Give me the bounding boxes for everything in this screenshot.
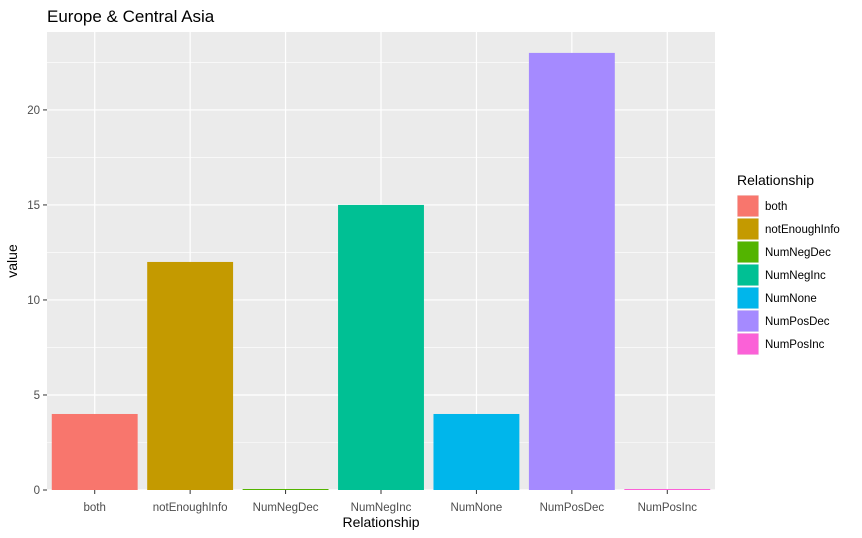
legend-swatch-NumNegDec [737, 241, 759, 263]
bar-NumPosInc [624, 489, 711, 490]
y-axis-ticks: 0 5 10 15 20 [27, 105, 47, 497]
bar-NumNegInc [338, 204, 424, 491]
y-axis-title: value [4, 244, 20, 278]
x-tick-label: notEnoughInfo [153, 502, 228, 514]
bar-NumNegDec [242, 489, 329, 490]
chart-title: Europe & Central Asia [47, 7, 215, 26]
x-tick-label: NumPosInc [638, 502, 698, 514]
y-tick-label: 15 [27, 200, 40, 212]
bar-notEnoughInfo [147, 261, 234, 490]
x-tick-label: NumPosDec [540, 502, 605, 514]
legend-swatch-both [737, 195, 759, 217]
legend-label: NumNegDec [765, 247, 831, 259]
x-axis-ticks: both notEnoughInfo NumNegDec NumNegInc NumNo… [84, 490, 698, 514]
legend-swatch-notEnoughInfo [737, 218, 759, 240]
bar-NumPosDec [528, 52, 615, 490]
legend-label: notEnoughInfo [765, 224, 840, 236]
legend-label: NumNone [765, 293, 817, 305]
legend-swatch-NumPosInc [737, 333, 759, 355]
legend-title: Relationship [737, 172, 814, 188]
legend-swatch-NumNegInc [737, 264, 759, 286]
x-tick-label: both [84, 502, 106, 514]
y-tick-label: 0 [34, 485, 40, 497]
y-tick-label: 20 [27, 105, 40, 117]
legend-label: NumPosDec [765, 316, 830, 328]
x-tick-label: NumNegInc [351, 502, 412, 514]
x-tick-label: NumNegDec [253, 502, 319, 514]
bar-both [51, 413, 138, 490]
bars [51, 52, 711, 491]
x-axis-title: Relationship [342, 514, 419, 530]
legend-label: NumNegInc [765, 270, 826, 282]
legend-swatch-NumNone [737, 287, 759, 309]
y-tick-label: 5 [34, 390, 40, 402]
legend-swatch-NumPosDec [737, 310, 759, 332]
bar-NumNone [433, 413, 520, 490]
legend-label: NumPosInc [765, 339, 825, 351]
legend: Relationship both notEnoughInfo NumNegDec N… [737, 172, 840, 355]
x-tick-label: NumNone [451, 502, 503, 514]
legend-label: both [765, 201, 787, 213]
y-tick-label: 10 [27, 295, 40, 307]
